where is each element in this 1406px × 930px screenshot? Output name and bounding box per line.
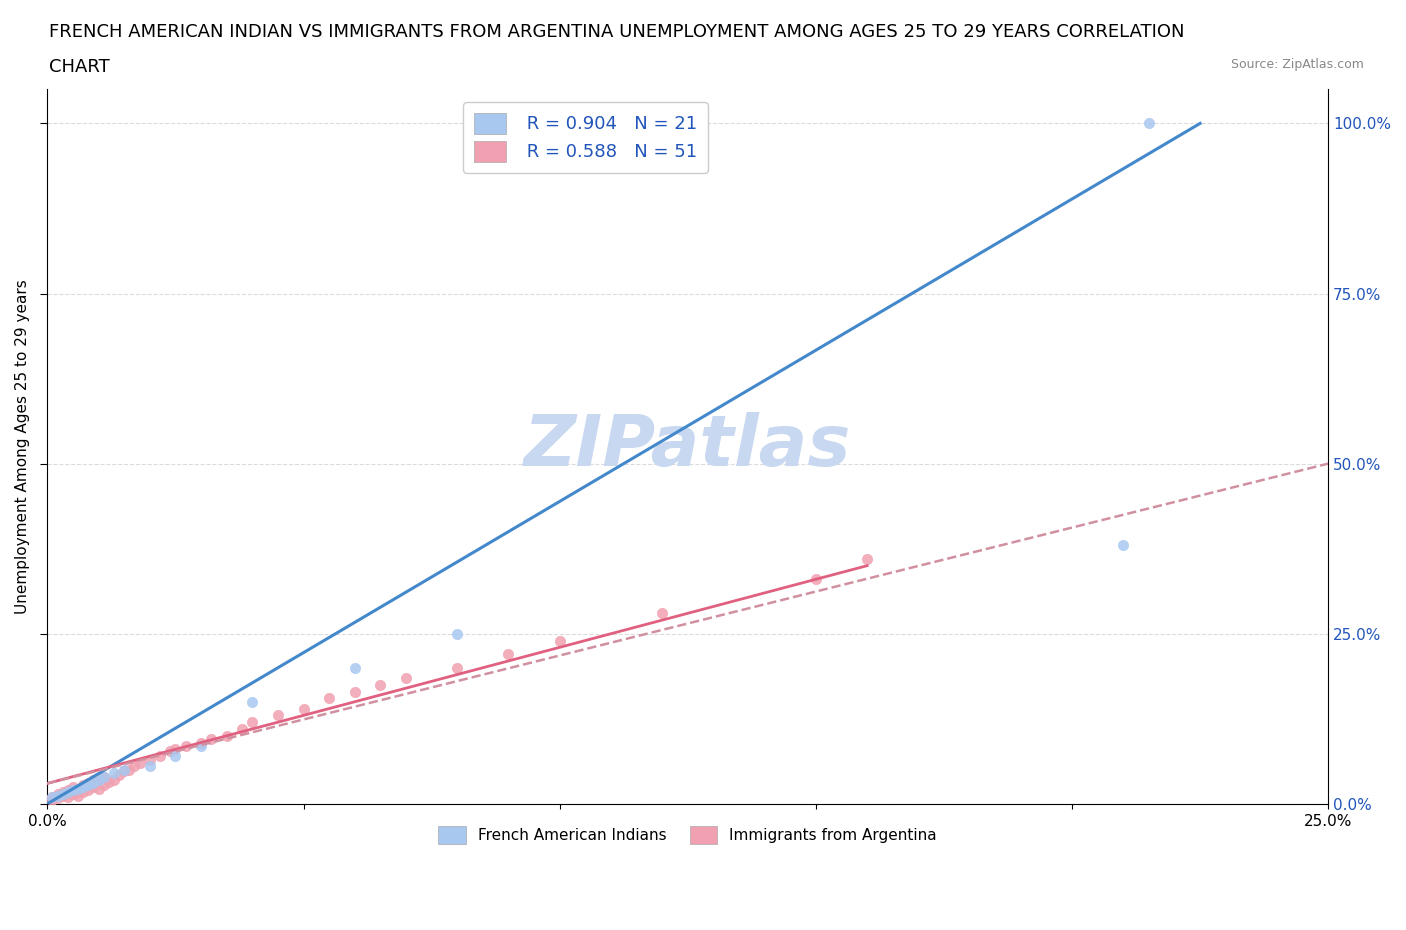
- Point: [62, 783, 84, 798]
- Point: [318, 691, 340, 706]
- Point: [498, 646, 520, 661]
- Point: [112, 764, 135, 778]
- Point: [72, 784, 94, 799]
- Point: [139, 759, 162, 774]
- Point: [395, 671, 418, 685]
- Point: [52, 784, 75, 799]
- Point: [446, 626, 468, 641]
- Point: [856, 551, 879, 566]
- Point: [112, 763, 135, 777]
- Point: [67, 781, 90, 796]
- Point: [108, 768, 131, 783]
- Point: [56, 790, 79, 804]
- Point: [118, 763, 141, 777]
- Point: [82, 776, 104, 790]
- Point: [1137, 116, 1160, 131]
- Point: [52, 786, 75, 801]
- Point: [292, 701, 315, 716]
- Point: [446, 660, 468, 675]
- Point: [190, 735, 212, 750]
- Point: [103, 773, 125, 788]
- Point: [67, 789, 90, 804]
- Point: [165, 749, 187, 764]
- Point: [56, 783, 79, 798]
- Point: [159, 743, 181, 758]
- Point: [97, 775, 120, 790]
- Point: [46, 789, 69, 804]
- Text: ZIPatlas: ZIPatlas: [524, 412, 852, 481]
- Legend: French American Indians, Immigrants from Argentina: French American Indians, Immigrants from…: [432, 820, 943, 850]
- Point: [41, 790, 63, 804]
- Point: [267, 708, 290, 723]
- Point: [41, 790, 63, 804]
- Text: CHART: CHART: [49, 58, 110, 75]
- Point: [72, 777, 94, 792]
- Point: [804, 572, 827, 587]
- Point: [56, 784, 79, 799]
- Text: Source: ZipAtlas.com: Source: ZipAtlas.com: [1230, 58, 1364, 71]
- Point: [124, 759, 146, 774]
- Point: [93, 777, 115, 792]
- Point: [46, 786, 69, 801]
- Point: [240, 715, 263, 730]
- Point: [62, 786, 84, 801]
- Point: [72, 779, 94, 794]
- Point: [1112, 538, 1135, 552]
- Point: [82, 779, 104, 794]
- Point: [82, 773, 104, 788]
- Point: [93, 769, 115, 784]
- Point: [149, 749, 172, 764]
- Point: [548, 633, 571, 648]
- Point: [231, 722, 253, 737]
- Point: [174, 738, 197, 753]
- Point: [190, 738, 212, 753]
- Point: [343, 684, 366, 699]
- Point: [87, 781, 110, 796]
- Point: [87, 773, 110, 788]
- Point: [62, 779, 84, 794]
- Point: [165, 742, 187, 757]
- Point: [67, 781, 90, 796]
- Y-axis label: Unemployment Among Ages 25 to 29 years: Unemployment Among Ages 25 to 29 years: [15, 279, 30, 614]
- Point: [200, 732, 222, 747]
- Point: [77, 783, 100, 798]
- Point: [77, 777, 100, 792]
- Point: [93, 769, 115, 784]
- Point: [46, 790, 69, 805]
- Point: [139, 752, 162, 767]
- Point: [370, 677, 392, 692]
- Point: [240, 695, 263, 710]
- Point: [103, 765, 125, 780]
- Point: [215, 728, 238, 743]
- Point: [41, 793, 63, 808]
- Text: FRENCH AMERICAN INDIAN VS IMMIGRANTS FROM ARGENTINA UNEMPLOYMENT AMONG AGES 25 T: FRENCH AMERICAN INDIAN VS IMMIGRANTS FRO…: [49, 23, 1185, 41]
- Point: [128, 755, 150, 770]
- Point: [87, 771, 110, 786]
- Point: [52, 789, 75, 804]
- Point: [343, 660, 366, 675]
- Point: [77, 776, 100, 790]
- Point: [651, 605, 673, 620]
